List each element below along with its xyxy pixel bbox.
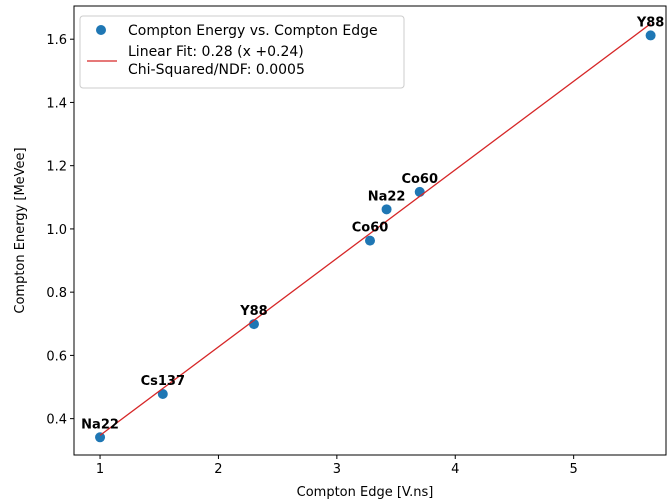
- point-label-0: Na22: [81, 417, 119, 432]
- point-label-2: Y88: [239, 304, 268, 319]
- data-point-6: [646, 30, 656, 40]
- legend: Compton Energy vs. Compton Edge Linear F…: [80, 16, 404, 88]
- y-tick-label-5: 1.4: [46, 96, 67, 111]
- legend-entry-fit: Linear Fit: 0.28 (x +0.24): [128, 44, 304, 60]
- data-point-5: [415, 187, 425, 197]
- y-tick-label-3: 1.0: [46, 223, 67, 238]
- x-tick-label-3: 4: [451, 462, 459, 477]
- y-tick-label-4: 1.2: [46, 160, 67, 175]
- data-point-0: [95, 432, 105, 442]
- point-label-3: Co60: [352, 221, 389, 236]
- x-tick-label-1: 2: [214, 462, 222, 477]
- data-point-4: [382, 204, 392, 214]
- point-label-4: Na22: [368, 189, 406, 204]
- x-tick-label-2: 3: [333, 462, 341, 477]
- legend-entry-chi2: Chi-Squared/NDF: 0.0005: [128, 62, 305, 78]
- y-tick-label-2: 0.8: [46, 286, 67, 301]
- point-label-6: Y88: [636, 15, 665, 30]
- x-axis-label: Compton Edge [V.ns]: [297, 485, 434, 500]
- point-label-1: Cs137: [141, 374, 185, 389]
- y-tick-label-0: 0.4: [46, 413, 67, 428]
- legend-scatter-marker: [96, 25, 106, 35]
- legend-entry-scatter: Compton Energy vs. Compton Edge: [128, 23, 378, 39]
- y-axis-label: Compton Energy [MeVee]: [13, 147, 28, 313]
- x-tick-label-4: 5: [570, 462, 578, 477]
- x-tick-label-0: 1: [96, 462, 104, 477]
- point-label-5: Co60: [401, 172, 438, 187]
- y-tick-label-6: 1.6: [46, 33, 67, 48]
- y-tick-label-1: 0.6: [46, 349, 67, 364]
- data-point-3: [365, 236, 375, 246]
